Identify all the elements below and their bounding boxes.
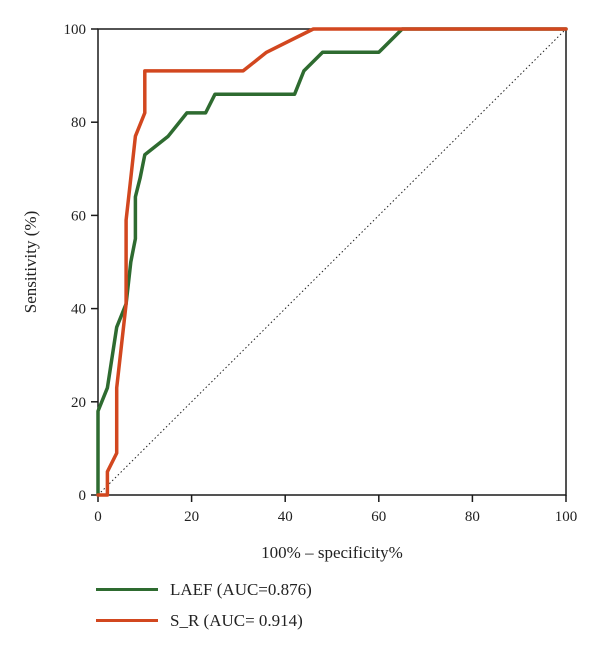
legend-item-s-r: S_R (AUC= 0.914) bbox=[96, 605, 312, 636]
legend-label-laef: LAEF (AUC=0.876) bbox=[170, 579, 312, 599]
legend-swatch-laef bbox=[96, 588, 158, 591]
y-tick-label-0: 0 bbox=[79, 488, 87, 504]
legend: LAEF (AUC=0.876) S_R (AUC= 0.914) bbox=[96, 574, 312, 636]
series-line-0 bbox=[96, 27, 568, 497]
axis-ticks: 0 20 40 60 80 100 0 20 40 60 80 100 bbox=[64, 22, 578, 525]
reference-line-layer bbox=[97, 28, 567, 496]
x-tick-label-40: 40 bbox=[278, 509, 293, 525]
x-tick-label-80: 80 bbox=[465, 509, 480, 525]
y-axis-title: Sensitivity (%) bbox=[21, 211, 40, 313]
y-tick-label-60: 60 bbox=[71, 208, 86, 224]
reference-diagonal-line bbox=[97, 28, 567, 496]
series-line-1 bbox=[96, 27, 568, 497]
legend-swatch-s-r bbox=[96, 619, 158, 622]
y-tick-label-40: 40 bbox=[71, 302, 86, 318]
y-tick-label-80: 80 bbox=[71, 115, 86, 131]
x-axis-title: 100% – specificity% bbox=[261, 543, 403, 562]
x-tick-label-100: 100 bbox=[555, 509, 578, 525]
x-tick-label-60: 60 bbox=[371, 509, 386, 525]
legend-label-s-r: S_R (AUC= 0.914) bbox=[170, 610, 303, 630]
legend-item-laef: LAEF (AUC=0.876) bbox=[96, 574, 312, 605]
series-layer bbox=[96, 27, 568, 497]
x-tick-label-0: 0 bbox=[94, 509, 102, 525]
y-tick-label-20: 20 bbox=[71, 395, 86, 411]
y-tick-label-100: 100 bbox=[64, 22, 87, 38]
x-tick-label-20: 20 bbox=[184, 509, 199, 525]
